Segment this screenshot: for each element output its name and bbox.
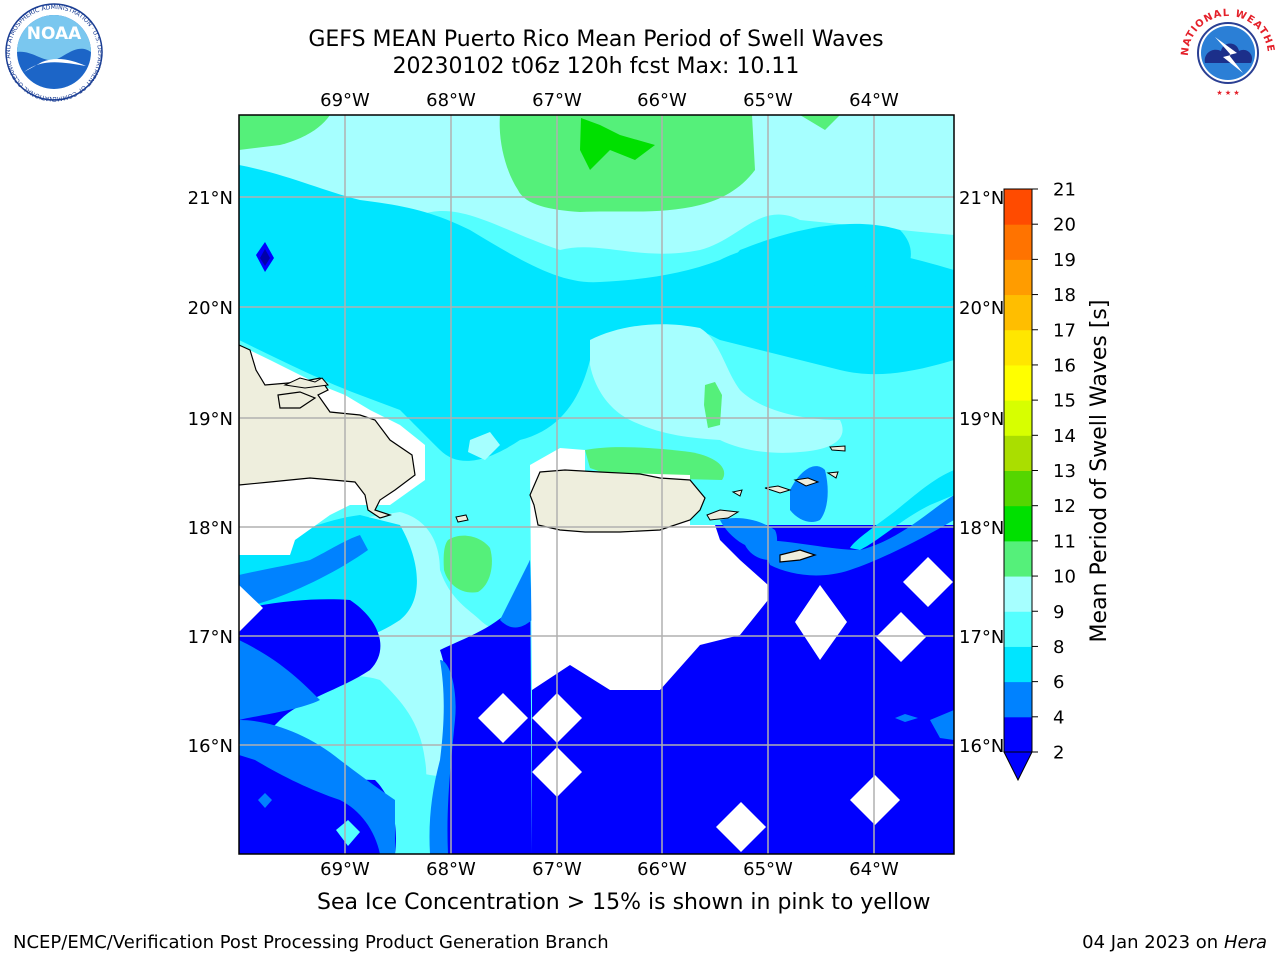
map-title: GEFS MEAN Puerto Rico Mean Period of Swe… bbox=[308, 27, 884, 52]
lon-label: 67°W bbox=[532, 90, 582, 111]
colorbar-extend-arrow bbox=[1003, 751, 1033, 782]
colorbar-tick-label: 20 bbox=[1053, 215, 1076, 236]
lat-label: 16°N bbox=[188, 736, 233, 757]
lon-label: 69°W bbox=[320, 90, 370, 111]
lat-label: 18°N bbox=[188, 518, 233, 539]
lat-label: 20°N bbox=[188, 298, 233, 319]
lat-label: 19°N bbox=[959, 409, 1004, 430]
colorbar-label: Mean Period of Swell Waves [s] bbox=[1087, 300, 1112, 643]
lon-label: 67°W bbox=[532, 859, 582, 880]
lat-label: 16°N bbox=[959, 736, 1004, 757]
colorbar-tick-label: 8 bbox=[1053, 637, 1064, 658]
lat-label: 17°N bbox=[188, 627, 233, 648]
colorbar-cell bbox=[1004, 611, 1032, 647]
colorbar-cell bbox=[1004, 681, 1032, 718]
credit-date: 04 Jan 2023 on Hera bbox=[1082, 932, 1267, 953]
colorbar-cell bbox=[1004, 646, 1032, 683]
colorbar-tick-label: 14 bbox=[1053, 426, 1076, 447]
sea-ice-footnote: Sea Ice Concentration > 15% is shown in … bbox=[317, 890, 931, 915]
lat-label: 21°N bbox=[959, 188, 1004, 209]
colorbar-cell bbox=[1004, 329, 1032, 366]
colorbar-tick-label: 19 bbox=[1053, 250, 1076, 271]
lat-label: 19°N bbox=[188, 409, 233, 430]
noaa-logo: NATIONAL OCEANIC AND ATMOSPHERIC ADMINIS… bbox=[2, 2, 103, 102]
colorbar-cell bbox=[1004, 224, 1032, 260]
noaa-logo-text: NOAA bbox=[27, 24, 82, 44]
colorbar-tick-label: 9 bbox=[1053, 602, 1064, 623]
credit-host: Hera bbox=[1223, 932, 1267, 953]
lon-label: 66°W bbox=[637, 90, 687, 111]
colorbar-cell bbox=[1004, 540, 1032, 577]
colorbar-tick-label: 15 bbox=[1053, 391, 1076, 412]
lon-label: 65°W bbox=[743, 90, 793, 111]
colorbar-cell bbox=[1004, 505, 1032, 542]
colorbar-tick-label: 17 bbox=[1053, 320, 1076, 341]
colorbar-cell bbox=[1004, 259, 1032, 296]
lon-label: 66°W bbox=[637, 859, 687, 880]
colorbar-tick-label: 12 bbox=[1053, 496, 1076, 517]
colorbar-cell bbox=[1004, 716, 1032, 753]
contour-field bbox=[239, 115, 954, 854]
colorbar-tick-label: 21 bbox=[1053, 180, 1076, 201]
lat-labels-left: 21°N 20°N 19°N 18°N 17°N 16°N bbox=[188, 188, 233, 757]
map-subtitle: 20230102 t06z 120h fcst Max: 10.11 bbox=[392, 54, 800, 79]
colorbar-cell bbox=[1004, 294, 1032, 331]
lon-label: 68°W bbox=[426, 90, 476, 111]
graticule bbox=[239, 115, 954, 854]
lat-label: 20°N bbox=[959, 298, 1004, 319]
colorbar-cell bbox=[1004, 470, 1032, 507]
colorbar-cell bbox=[1004, 189, 1032, 225]
colorbar-cell bbox=[1004, 400, 1032, 436]
colorbar-tick-label: 16 bbox=[1053, 355, 1076, 376]
lon-label: 64°W bbox=[849, 90, 899, 111]
svg-text:★ ★ ★: ★ ★ ★ bbox=[1216, 89, 1239, 97]
lon-label: 68°W bbox=[426, 859, 476, 880]
colorbar-cell bbox=[1004, 576, 1032, 612]
credit-date-text: 04 Jan 2023 on bbox=[1082, 932, 1224, 953]
lat-label: 21°N bbox=[188, 188, 233, 209]
lon-labels-top: 69°W 68°W 67°W 66°W 65°W 64°W bbox=[320, 90, 899, 111]
lon-label: 64°W bbox=[849, 859, 899, 880]
map-frame bbox=[238, 114, 955, 855]
colorbar-tick-label: 18 bbox=[1053, 285, 1076, 306]
colorbar-tick-label: 11 bbox=[1053, 531, 1076, 552]
nws-logo: NATIONAL WEATHER SERVICE ★ ★ ★ bbox=[1177, 1, 1276, 99]
lat-labels-right: 21°N 20°N 19°N 18°N 17°N 16°N bbox=[959, 188, 1004, 757]
colorbar-tick-label: 4 bbox=[1053, 707, 1064, 728]
lon-label: 65°W bbox=[743, 859, 793, 880]
colorbar-tick-label: 10 bbox=[1053, 567, 1076, 588]
lon-label: 69°W bbox=[320, 859, 370, 880]
colorbar-cell bbox=[1004, 364, 1032, 401]
credit-branch: NCEP/EMC/Verification Post Processing Pr… bbox=[13, 932, 609, 953]
colorbar-tick-label: 2 bbox=[1053, 743, 1064, 764]
colorbar-tick-label: 13 bbox=[1053, 461, 1076, 482]
lon-labels-bottom: 69°W 68°W 67°W 66°W 65°W 64°W bbox=[320, 859, 899, 880]
colorbar-tick-label: 6 bbox=[1053, 672, 1064, 693]
colorbar-cell bbox=[1004, 435, 1032, 471]
colorbar: 2 4 6 8 9 10 11 12 13 14 15 16 17 18 19 20 21 Mean Perio… bbox=[1003, 180, 1112, 782]
lat-label: 17°N bbox=[959, 627, 1004, 648]
lat-label: 18°N bbox=[959, 518, 1004, 539]
